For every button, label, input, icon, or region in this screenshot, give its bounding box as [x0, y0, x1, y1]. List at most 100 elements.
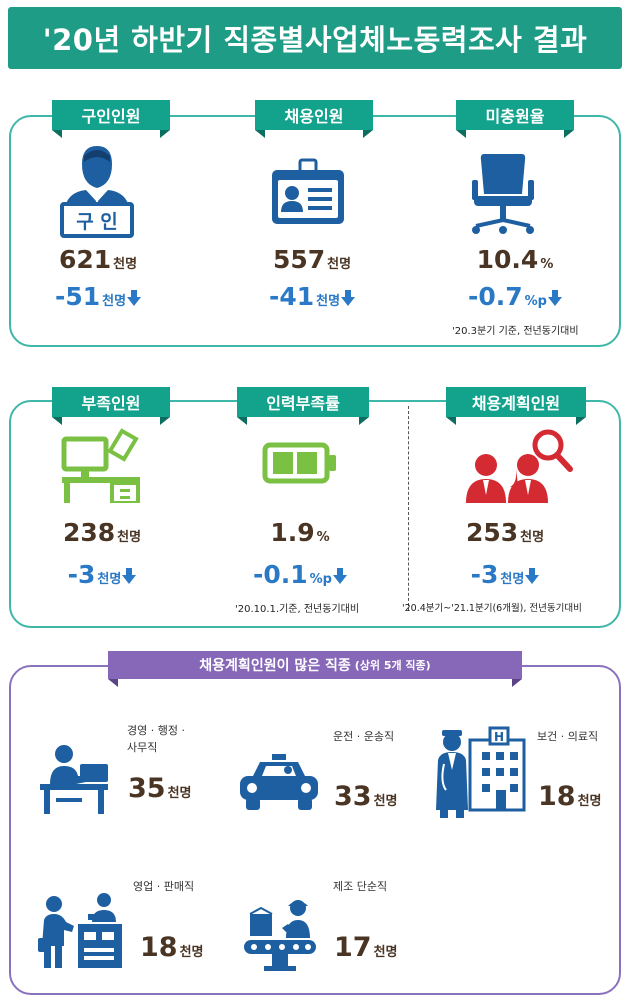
- svg-text:H: H: [494, 730, 504, 744]
- label-shortage: 부족인원: [52, 387, 170, 425]
- shortage-rate-value: 1.9%: [240, 518, 360, 547]
- unfilled-rate-note: '20.3분기 기준, 전년동기대비: [452, 326, 579, 337]
- job-name-health: 보건 · 의료직: [537, 728, 598, 745]
- shortage-rate-note: '20.10.1.기준, 전년동기대비: [235, 604, 360, 615]
- job-count-number: 33: [334, 781, 372, 812]
- value-number: 238: [62, 518, 116, 547]
- hiring-plan-note: '20.4분기~'21.1분기(6개월), 전년동기대비: [402, 603, 582, 614]
- label-shortage-rate: 인력부족률: [237, 387, 369, 425]
- arrow-down-icon: [333, 568, 347, 584]
- job-name-line2: 사무직: [127, 741, 158, 754]
- doctor-hospital-icon: H: [436, 726, 526, 818]
- label-main-text: 채용계획인원이 많은 직종: [199, 658, 351, 674]
- job-count-driving: 33 천명: [334, 781, 398, 812]
- job-count-manufacturing: 17 천명: [334, 932, 398, 963]
- office-chair-icon: [472, 154, 534, 234]
- value-unit: 천명: [327, 257, 352, 272]
- job-name-line1: 경영 · 행정 ·: [127, 724, 185, 737]
- change-unit: %p: [309, 572, 332, 587]
- job-name-line1: 영업 · 판매직: [133, 880, 195, 893]
- job-count-unit: 천명: [577, 794, 602, 809]
- change-number: -0.7: [467, 282, 523, 311]
- change-number: -3: [470, 560, 499, 589]
- hiring-plan-value: 253 천명: [445, 518, 565, 547]
- hires-change: -41 천명: [252, 282, 372, 311]
- label-hires: 채용인원: [255, 100, 373, 138]
- label-top-occupations: 채용계획인원이 많은 직종 (상위 5개 직종): [108, 651, 522, 687]
- label-unfilled-rate: 미충원율: [456, 100, 574, 138]
- value-number: 253: [465, 518, 519, 547]
- job-count-unit: 천명: [373, 794, 398, 809]
- person-holding-sign-icon: 구 인: [60, 146, 134, 238]
- job-name-manufacturing: 제조 단순직: [333, 878, 387, 895]
- hiring-plan-change: -3 천명: [445, 560, 565, 589]
- change-number: -51: [54, 282, 101, 311]
- label-text: 채용인원: [284, 107, 344, 126]
- salesperson-icon: [38, 893, 122, 968]
- arrow-down-icon: [127, 290, 142, 306]
- job-count-unit: 천명: [373, 945, 398, 960]
- label-text: 채용계획인원: [471, 394, 561, 413]
- label-text: 부족인원: [81, 394, 141, 413]
- factory-worker-icon: [244, 900, 316, 971]
- title-banner: '20년 하반기 직종별사업체노동력조사 결과: [8, 7, 622, 69]
- taxi-icon: [240, 754, 318, 810]
- job-count-number: 35: [128, 773, 166, 804]
- arrow-down-icon: [525, 568, 540, 584]
- hires-value: 557 천명: [252, 245, 372, 274]
- job-count-unit: 천명: [179, 945, 204, 960]
- value-number: 1.9: [270, 518, 315, 547]
- job-count-unit: 천명: [167, 786, 192, 801]
- change-unit: 천명: [500, 572, 525, 587]
- arrow-down-icon: [548, 290, 562, 306]
- change-number: -3: [67, 560, 96, 589]
- change-number: -0.1: [252, 560, 308, 589]
- change-unit: %p: [524, 294, 547, 309]
- change-unit: 천명: [97, 572, 122, 587]
- shortage-value: 238 천명: [42, 518, 162, 547]
- value-unit: 천명: [117, 530, 142, 545]
- value-number: 557: [272, 245, 326, 274]
- arrow-down-icon: [341, 290, 356, 306]
- shortage-panel: [9, 400, 621, 628]
- value-number: 621: [58, 245, 112, 274]
- dashed-divider: [408, 406, 409, 611]
- label-text: 구인인원: [81, 107, 141, 126]
- job-name-line1: 보건 · 의료직: [537, 730, 599, 743]
- id-card-icon: [272, 158, 344, 224]
- change-unit: 천명: [102, 294, 127, 309]
- page-title: '20년 하반기 직종별사업체노동력조사 결과: [42, 23, 588, 57]
- unfilled-rate-change: -0.7 %p: [455, 282, 575, 311]
- job-name-management: 경영 · 행정 · 사무직: [127, 722, 185, 756]
- value-number: 10.4: [476, 245, 539, 274]
- value-unit: 천명: [113, 257, 138, 272]
- job-name-driving: 운전 · 운송직: [333, 728, 394, 745]
- value-unit: %: [316, 530, 330, 545]
- job-name-sales: 영업 · 판매직: [133, 878, 194, 895]
- job-count-number: 18: [538, 781, 576, 812]
- label-sub-text: (상위 5개 직종): [354, 659, 431, 672]
- job-name-line1: 운전 · 운송직: [333, 730, 395, 743]
- shortage-rate-change: -0.1 %p: [240, 560, 360, 589]
- value-unit: %: [540, 257, 554, 272]
- job-openings-value: 621 천명: [38, 245, 158, 274]
- job-count-number: 18: [140, 932, 178, 963]
- label-hiring-plan: 채용계획인원: [446, 387, 586, 425]
- job-count-management: 35 천명: [128, 773, 192, 804]
- arrow-down-icon: [122, 568, 137, 584]
- sign-text: 구 인: [76, 211, 118, 233]
- people-magnifier-icon: [466, 429, 573, 503]
- battery-icon: [262, 442, 336, 484]
- office-worker-icon: [40, 745, 108, 814]
- label-job-openings: 구인인원: [52, 100, 170, 138]
- desk-computer-icon: [61, 428, 140, 503]
- value-unit: 천명: [520, 530, 545, 545]
- job-count-health: 18 천명: [538, 781, 602, 812]
- job-count-sales: 18 천명: [140, 932, 204, 963]
- shortage-change: -3 천명: [42, 560, 162, 589]
- label-text: 인력부족률: [266, 394, 340, 413]
- job-name-line1: 제조 단순직: [333, 880, 388, 893]
- job-openings-change: -51 천명: [38, 282, 158, 311]
- change-number: -41: [268, 282, 315, 311]
- label-text: 미충원율: [485, 107, 545, 126]
